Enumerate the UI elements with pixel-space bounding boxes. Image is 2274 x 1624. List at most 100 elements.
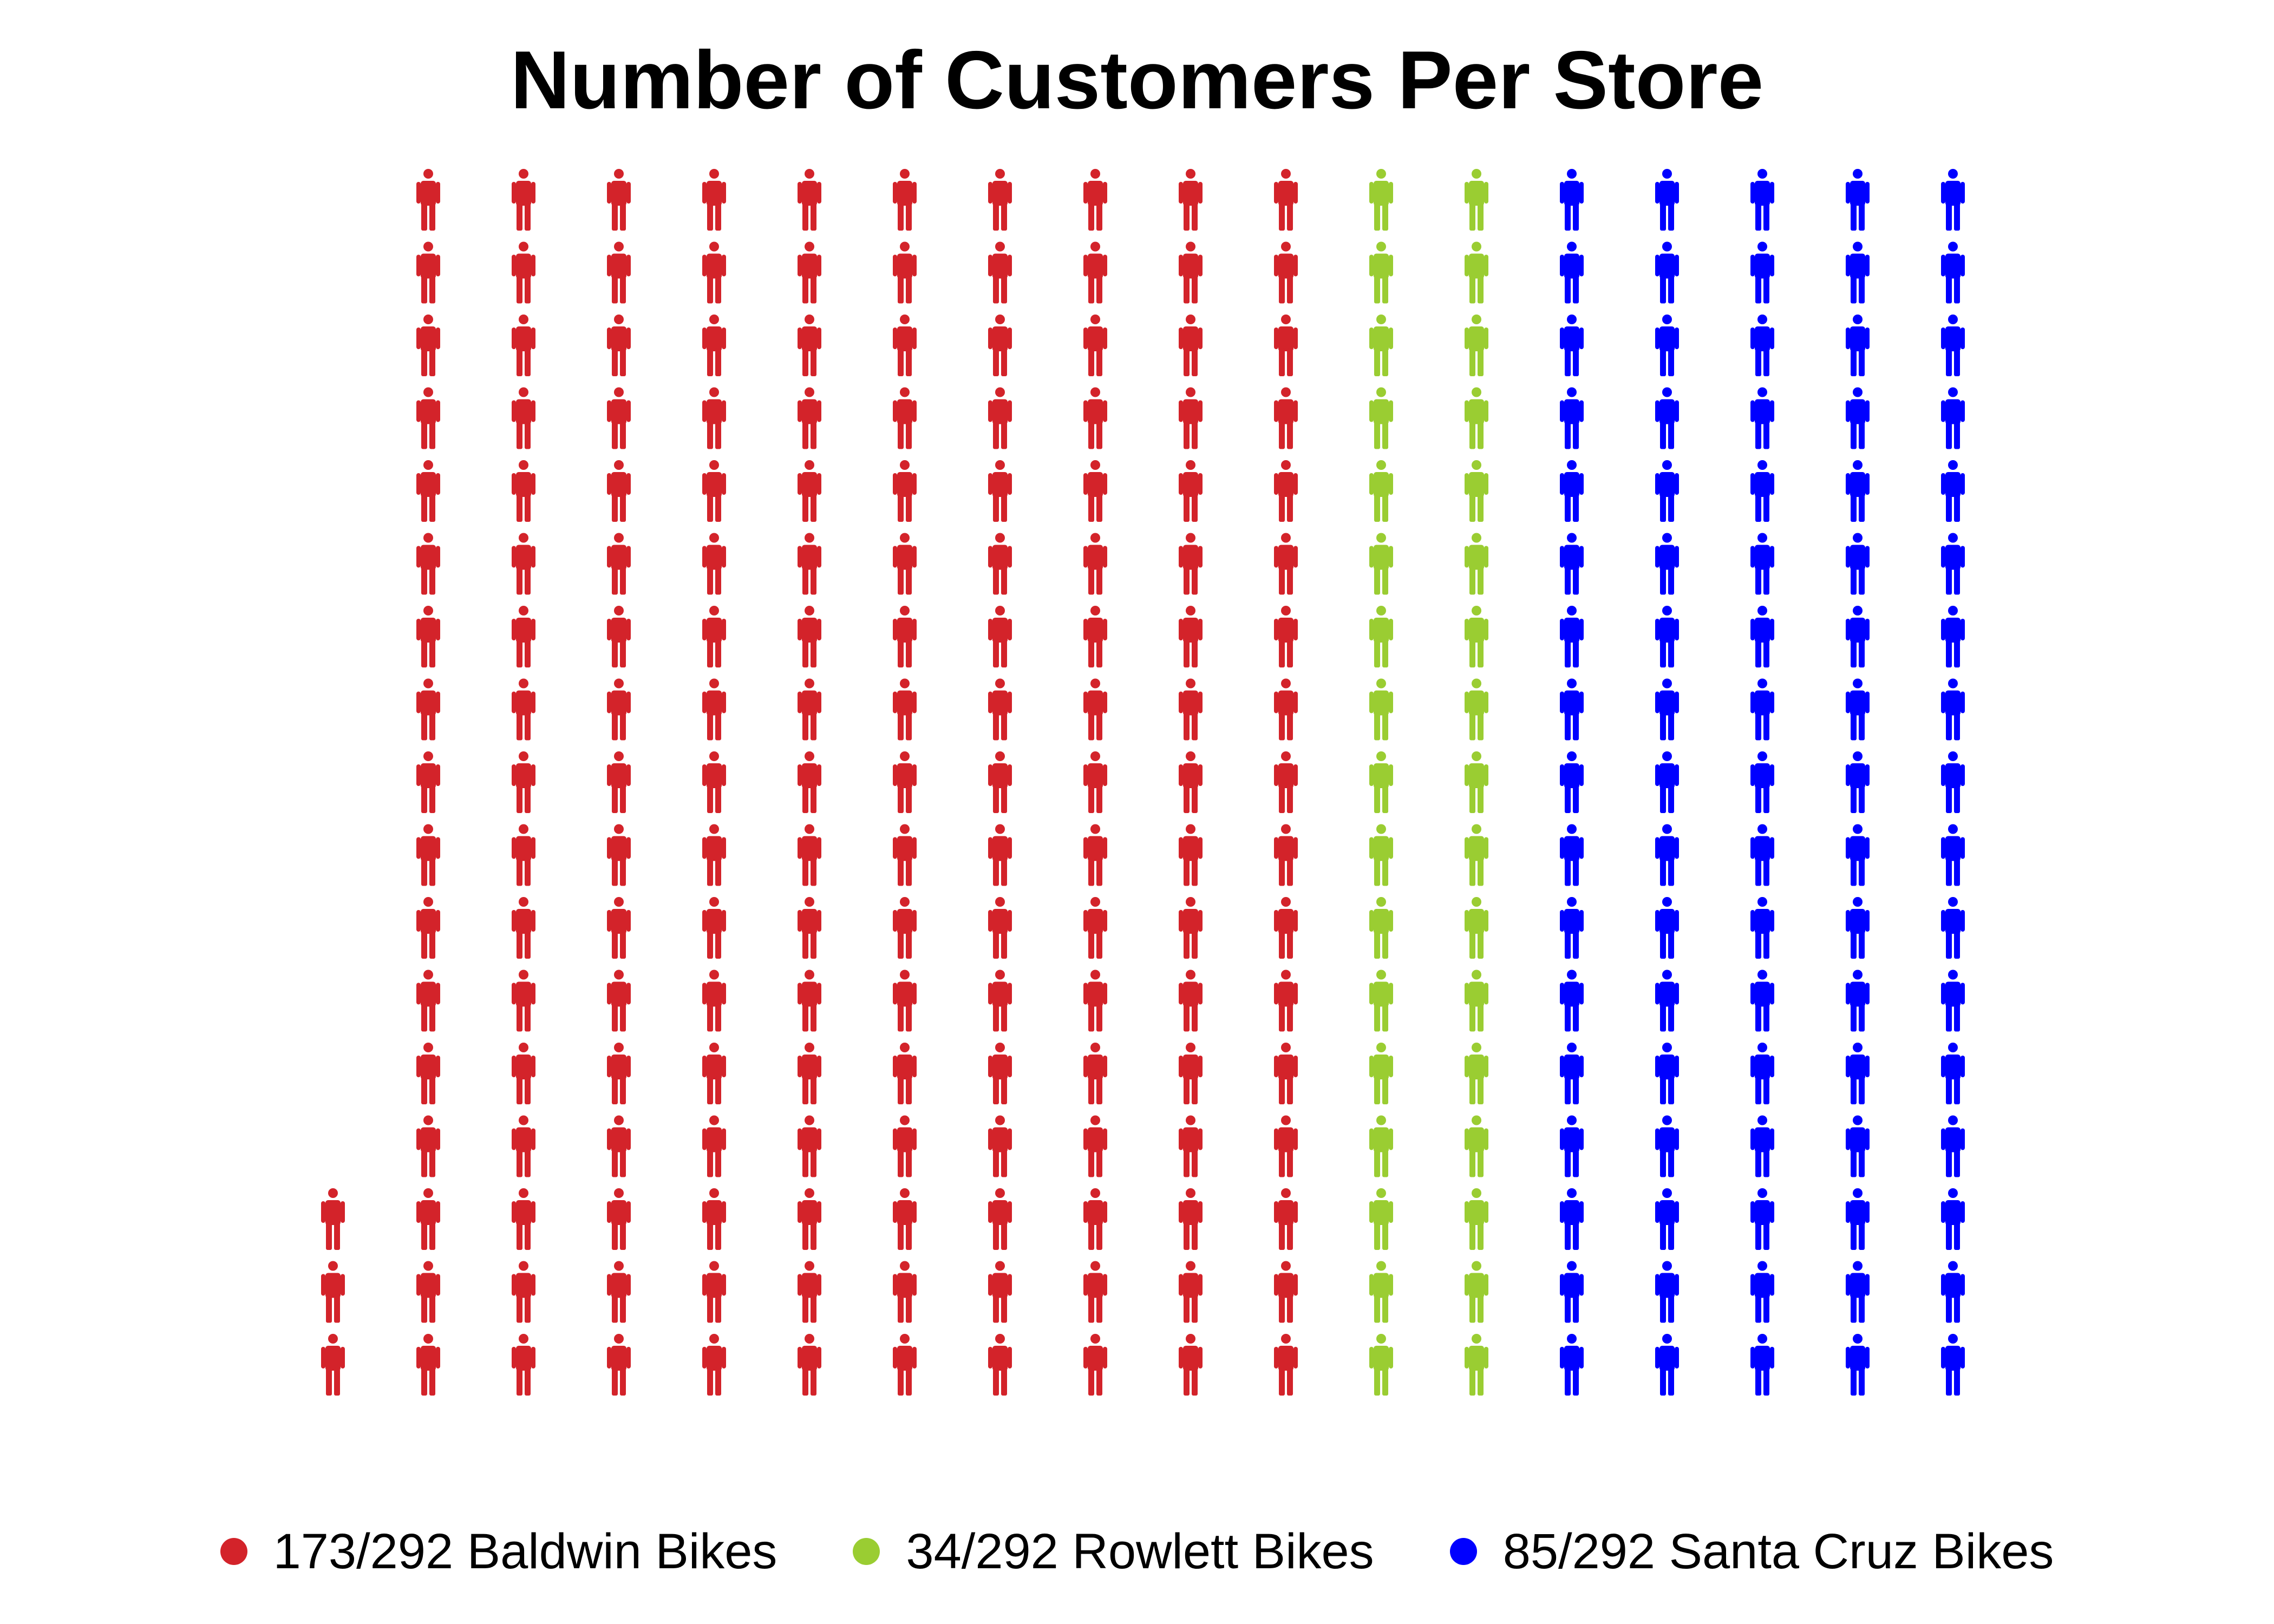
person-icon-baldwin-bikes [798, 1334, 821, 1396]
person-icon-baldwin-bikes [1083, 315, 1107, 376]
person-icon-santa-cruz-bikes [1941, 169, 1965, 231]
person-icon-baldwin-bikes [607, 678, 631, 741]
person-icon-rowlett-bikes [1369, 897, 1393, 959]
person-icon-baldwin-bikes [416, 678, 440, 741]
person-icon-baldwin-bikes [702, 241, 726, 304]
person-icon-santa-cruz-bikes [1560, 751, 1584, 813]
person-icon-santa-cruz-bikes [1655, 678, 1679, 741]
person-icon-baldwin-bikes [702, 897, 726, 959]
person-icon-baldwin-bikes [321, 1261, 345, 1323]
person-icon-santa-cruz-bikes [1846, 533, 1870, 595]
person-icon-santa-cruz-bikes [1655, 751, 1679, 813]
person-icon-rowlett-bikes [1465, 387, 1488, 449]
person-icon-baldwin-bikes [1274, 824, 1298, 886]
person-icon-santa-cruz-bikes [1846, 751, 1870, 813]
person-icon-baldwin-bikes [988, 751, 1012, 813]
person-icon-baldwin-bikes [798, 387, 821, 449]
person-icon-baldwin-bikes [988, 169, 1012, 231]
person-icon-baldwin-bikes [1274, 460, 1298, 522]
person-icon-santa-cruz-bikes [1941, 460, 1965, 522]
person-icon-baldwin-bikes [893, 169, 917, 231]
person-icon-santa-cruz-bikes [1655, 897, 1679, 959]
person-icon-baldwin-bikes [512, 1261, 535, 1323]
person-icon-santa-cruz-bikes [1655, 970, 1679, 1032]
legend-label: 173/292 Baldwin Bikes [273, 1524, 777, 1579]
person-icon-baldwin-bikes [416, 824, 440, 886]
person-icon-rowlett-bikes [1369, 970, 1393, 1032]
person-icon-baldwin-bikes [607, 1261, 631, 1323]
person-icon-santa-cruz-bikes [1846, 1043, 1870, 1104]
person-icon-baldwin-bikes [1274, 970, 1298, 1032]
person-icon-baldwin-bikes [798, 1115, 821, 1177]
person-icon-rowlett-bikes [1369, 533, 1393, 595]
person-icon-baldwin-bikes [1179, 387, 1203, 449]
person-icon-santa-cruz-bikes [1750, 169, 1774, 231]
person-icon-baldwin-bikes [1083, 606, 1107, 667]
person-icon-santa-cruz-bikes [1655, 1043, 1679, 1104]
person-icon-santa-cruz-bikes [1941, 606, 1965, 667]
person-icon-santa-cruz-bikes [1560, 678, 1584, 741]
person-icon-santa-cruz-bikes [1655, 241, 1679, 304]
person-icon-santa-cruz-bikes [1846, 970, 1870, 1032]
person-icon-santa-cruz-bikes [1655, 824, 1679, 886]
person-icon-baldwin-bikes [893, 533, 917, 595]
person-icon-santa-cruz-bikes [1750, 751, 1774, 813]
person-icon-baldwin-bikes [798, 824, 821, 886]
person-icon-santa-cruz-bikes [1750, 1115, 1774, 1177]
person-icon-baldwin-bikes [893, 241, 917, 304]
person-icon-santa-cruz-bikes [1750, 460, 1774, 522]
person-icon-baldwin-bikes [1179, 678, 1203, 741]
person-icon-santa-cruz-bikes [1655, 533, 1679, 595]
person-icon-baldwin-bikes [702, 1115, 726, 1177]
person-icon-baldwin-bikes [607, 241, 631, 304]
person-icon-baldwin-bikes [1179, 1043, 1203, 1104]
person-icon-rowlett-bikes [1369, 241, 1393, 304]
person-icon-baldwin-bikes [607, 824, 631, 886]
person-icon-santa-cruz-bikes [1941, 1115, 1965, 1177]
person-icon-baldwin-bikes [512, 970, 535, 1032]
person-icon-rowlett-bikes [1369, 1188, 1393, 1250]
person-icon-baldwin-bikes [798, 169, 821, 231]
person-icon-santa-cruz-bikes [1560, 460, 1584, 522]
legend-marker-icon [220, 1538, 247, 1565]
person-icon-santa-cruz-bikes [1750, 1188, 1774, 1250]
person-icon-baldwin-bikes [416, 1115, 440, 1177]
person-icon-santa-cruz-bikes [1941, 897, 1965, 959]
person-icon-baldwin-bikes [702, 751, 726, 813]
person-icon-baldwin-bikes [798, 1188, 821, 1250]
person-icon-santa-cruz-bikes [1560, 606, 1584, 667]
person-icon-baldwin-bikes [702, 387, 726, 449]
person-icon-santa-cruz-bikes [1655, 606, 1679, 667]
person-icon-baldwin-bikes [798, 606, 821, 667]
person-icon-santa-cruz-bikes [1750, 315, 1774, 376]
person-icon-santa-cruz-bikes [1750, 387, 1774, 449]
person-icon-santa-cruz-bikes [1750, 533, 1774, 595]
person-icon-rowlett-bikes [1465, 1043, 1488, 1104]
person-icon-baldwin-bikes [798, 970, 821, 1032]
person-icon-baldwin-bikes [798, 533, 821, 595]
person-icon-santa-cruz-bikes [1941, 387, 1965, 449]
person-icon-baldwin-bikes [1274, 241, 1298, 304]
person-icon-baldwin-bikes [416, 1334, 440, 1396]
person-icon-baldwin-bikes [416, 1043, 440, 1104]
person-icon-baldwin-bikes [1274, 606, 1298, 667]
person-icon-baldwin-bikes [893, 606, 917, 667]
person-icon-baldwin-bikes [1274, 1115, 1298, 1177]
person-icon-baldwin-bikes [1083, 169, 1107, 231]
person-icon-santa-cruz-bikes [1655, 169, 1679, 231]
person-icon-santa-cruz-bikes [1655, 315, 1679, 376]
person-icon-rowlett-bikes [1465, 460, 1488, 522]
person-icon-baldwin-bikes [512, 533, 535, 595]
person-icon-rowlett-bikes [1465, 241, 1488, 304]
person-icon-rowlett-bikes [1369, 460, 1393, 522]
person-icon-baldwin-bikes [1274, 315, 1298, 376]
person-icon-santa-cruz-bikes [1941, 533, 1965, 595]
person-icon-baldwin-bikes [1179, 533, 1203, 595]
person-icon-baldwin-bikes [988, 606, 1012, 667]
legend-label: 85/292 Santa Cruz Bikes [1502, 1524, 2054, 1579]
person-icon-baldwin-bikes [607, 897, 631, 959]
legend-item-rowlett-bikes: 34/292 Rowlett Bikes [853, 1527, 1374, 1576]
person-icon-baldwin-bikes [416, 897, 440, 959]
person-icon-baldwin-bikes [893, 315, 917, 376]
legend-item-baldwin-bikes: 173/292 Baldwin Bikes [220, 1527, 777, 1576]
